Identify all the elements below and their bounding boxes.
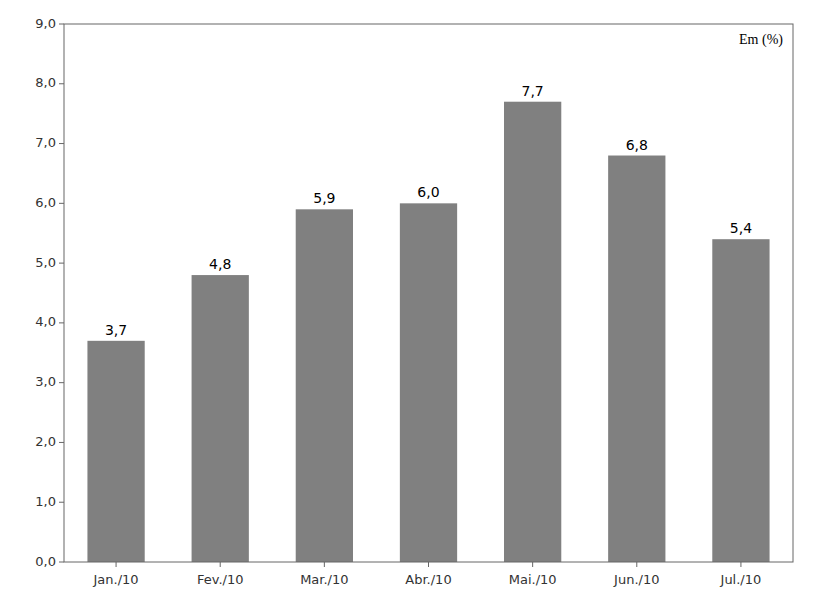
x-tick <box>324 562 325 567</box>
data-label: 3,7 <box>105 322 127 338</box>
data-label: 6,8 <box>626 137 648 153</box>
y-tick-label: 5,0 <box>35 255 56 270</box>
data-label: 5,4 <box>730 220 752 236</box>
y-tick-label: 6,0 <box>35 195 56 210</box>
y-tick <box>59 203 64 204</box>
y-tick-label: 9,0 <box>35 16 56 31</box>
y-tick <box>59 263 64 264</box>
bar <box>400 203 457 562</box>
y-tick-label: 3,0 <box>35 374 56 389</box>
y-tick <box>59 502 64 503</box>
bar <box>608 156 665 562</box>
x-tick-label: Fev./10 <box>197 572 244 587</box>
x-tick-label: Jan./10 <box>93 572 139 587</box>
x-tick <box>636 562 637 567</box>
x-tick-label: Mai./10 <box>509 572 557 587</box>
y-tick <box>59 83 64 84</box>
x-tick-label: Mar./10 <box>300 572 348 587</box>
x-tick <box>740 562 741 567</box>
x-tick-label: Jun./10 <box>613 572 659 587</box>
y-tick <box>59 382 64 383</box>
x-tick <box>428 562 429 567</box>
y-tick <box>59 24 64 25</box>
x-tick-label: Jul./10 <box>720 572 762 587</box>
bars <box>87 102 769 562</box>
y-tick <box>59 322 64 323</box>
plot-frame <box>64 24 793 562</box>
y-tick-label: 1,0 <box>35 494 56 509</box>
data-label: 7,7 <box>522 83 544 99</box>
bar <box>712 239 769 562</box>
x-tick <box>116 562 117 567</box>
y-tick-label: 7,0 <box>35 135 56 150</box>
data-label: 5,9 <box>313 190 335 206</box>
x-tick <box>532 562 533 567</box>
y-tick <box>59 442 64 443</box>
y-tick <box>59 143 64 144</box>
bar <box>87 341 144 562</box>
annotation: Em (%) <box>739 32 783 48</box>
data-label: 6,0 <box>417 184 439 200</box>
chart: 0,0 1,0 2,0 3,0 4,0 5,0 6,0 7,0 8,0 9,0 Jan./10 Fev… <box>0 0 817 614</box>
bar <box>192 275 249 562</box>
y-tick <box>59 562 64 563</box>
data-labels: 3,7 4,8 5,9 6,0 7,7 6,8 5,4 <box>105 83 752 338</box>
x-tick <box>220 562 221 567</box>
y-tick-label: 2,0 <box>35 434 56 449</box>
data-label: 4,8 <box>209 256 231 272</box>
bar <box>296 209 353 562</box>
bar <box>504 102 561 562</box>
x-axis: Jan./10 Fev./10 Mar./10 Abr./10 Mai./10 Jun./… <box>93 562 762 587</box>
y-tick-label: 0,0 <box>35 554 56 569</box>
y-tick-label: 4,0 <box>35 314 56 329</box>
y-axis: 0,0 1,0 2,0 3,0 4,0 5,0 6,0 7,0 8,0 9,0 <box>35 16 64 569</box>
chart-container: 0,0 1,0 2,0 3,0 4,0 5,0 6,0 7,0 8,0 9,0 Jan./10 Fev… <box>0 0 817 614</box>
y-tick-label: 8,0 <box>35 75 56 90</box>
x-tick-label: Abr./10 <box>405 572 451 587</box>
